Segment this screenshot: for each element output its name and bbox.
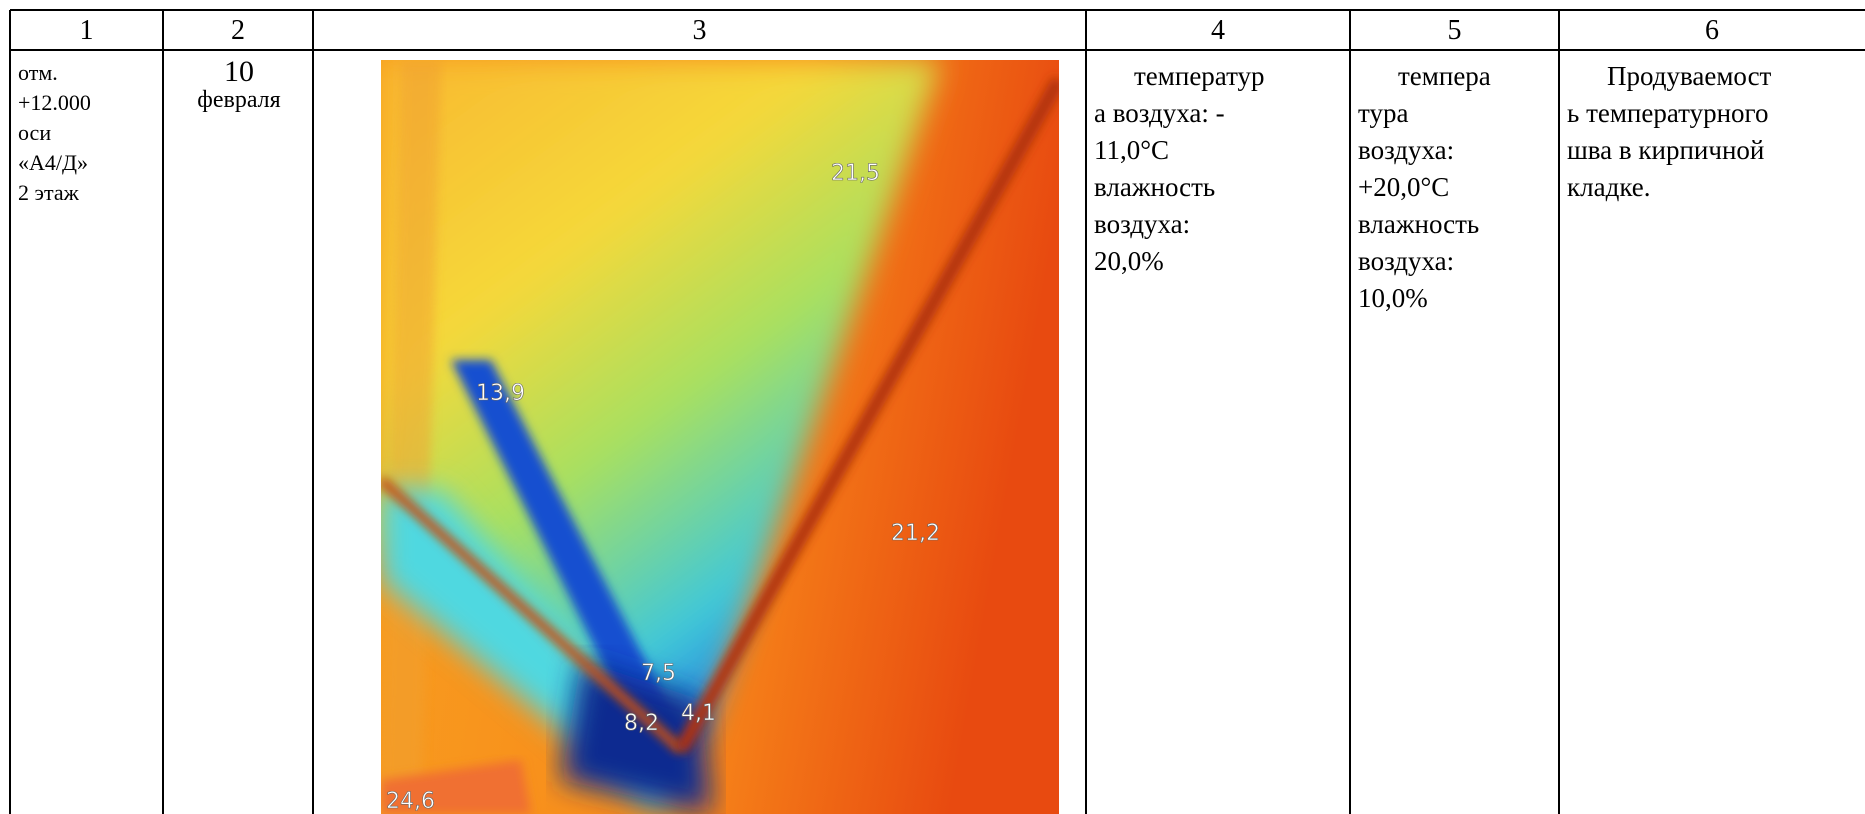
cell-line: воздуха: — [1358, 243, 1553, 280]
cell-line: воздуха: — [1094, 206, 1344, 243]
temperature-label: 21,5 — [831, 161, 880, 186]
temperature-label: 8,2 — [624, 711, 659, 736]
cell-line: воздуха: — [1358, 132, 1553, 169]
cell-line: Продуваемост — [1567, 58, 1859, 95]
temperature-label: 13,9 — [476, 381, 525, 406]
header-cell: 5 — [1350, 10, 1559, 50]
cell-line: температур — [1094, 58, 1344, 95]
cell-line: шва в кирпичной — [1567, 132, 1859, 169]
cell-line: 10,0% — [1358, 280, 1553, 317]
thermal-image: 21,5 13,9 21,2 7,54,1 8,2 24,6 — [381, 60, 1059, 814]
cell-line: влажность — [1358, 206, 1553, 243]
cell-line: а воздуха: - — [1094, 95, 1344, 132]
cell-line: тура — [1358, 95, 1553, 132]
temperature-label: 21,2 — [891, 521, 940, 546]
header-cell: 2 — [163, 10, 313, 50]
cell-line: кладке. — [1567, 169, 1859, 206]
temperature-label: 7,5 — [641, 661, 676, 686]
cell-line: 10 — [171, 58, 307, 86]
temperature-label: 24,6 — [386, 789, 435, 814]
cell-line: темпера — [1358, 58, 1553, 95]
cell-line: «А4/Д» — [18, 148, 157, 178]
page: 123456отм.+12.000оси«А4/Д»2 этаж10феврал… — [0, 0, 1865, 814]
cell-line: 20,0% — [1094, 243, 1344, 280]
header-cell: 1 — [10, 10, 163, 50]
cell-line: 11,0°C — [1094, 132, 1344, 169]
cell-line: оси — [18, 118, 157, 148]
cell-line: февраля — [171, 86, 307, 114]
temperature-label: 4,1 — [681, 701, 716, 726]
header-cell: 6 — [1559, 10, 1865, 50]
cell-line: +12.000 — [18, 88, 157, 118]
cell-line: влажность — [1094, 169, 1344, 206]
cell-line: +20,0°C — [1358, 169, 1553, 206]
cell-line: отм. — [18, 58, 157, 88]
header-cell: 3 — [313, 10, 1086, 50]
cell-line: 2 этаж — [18, 178, 157, 208]
header-cell: 4 — [1086, 10, 1350, 50]
cell-line: ь температурного — [1567, 95, 1859, 132]
